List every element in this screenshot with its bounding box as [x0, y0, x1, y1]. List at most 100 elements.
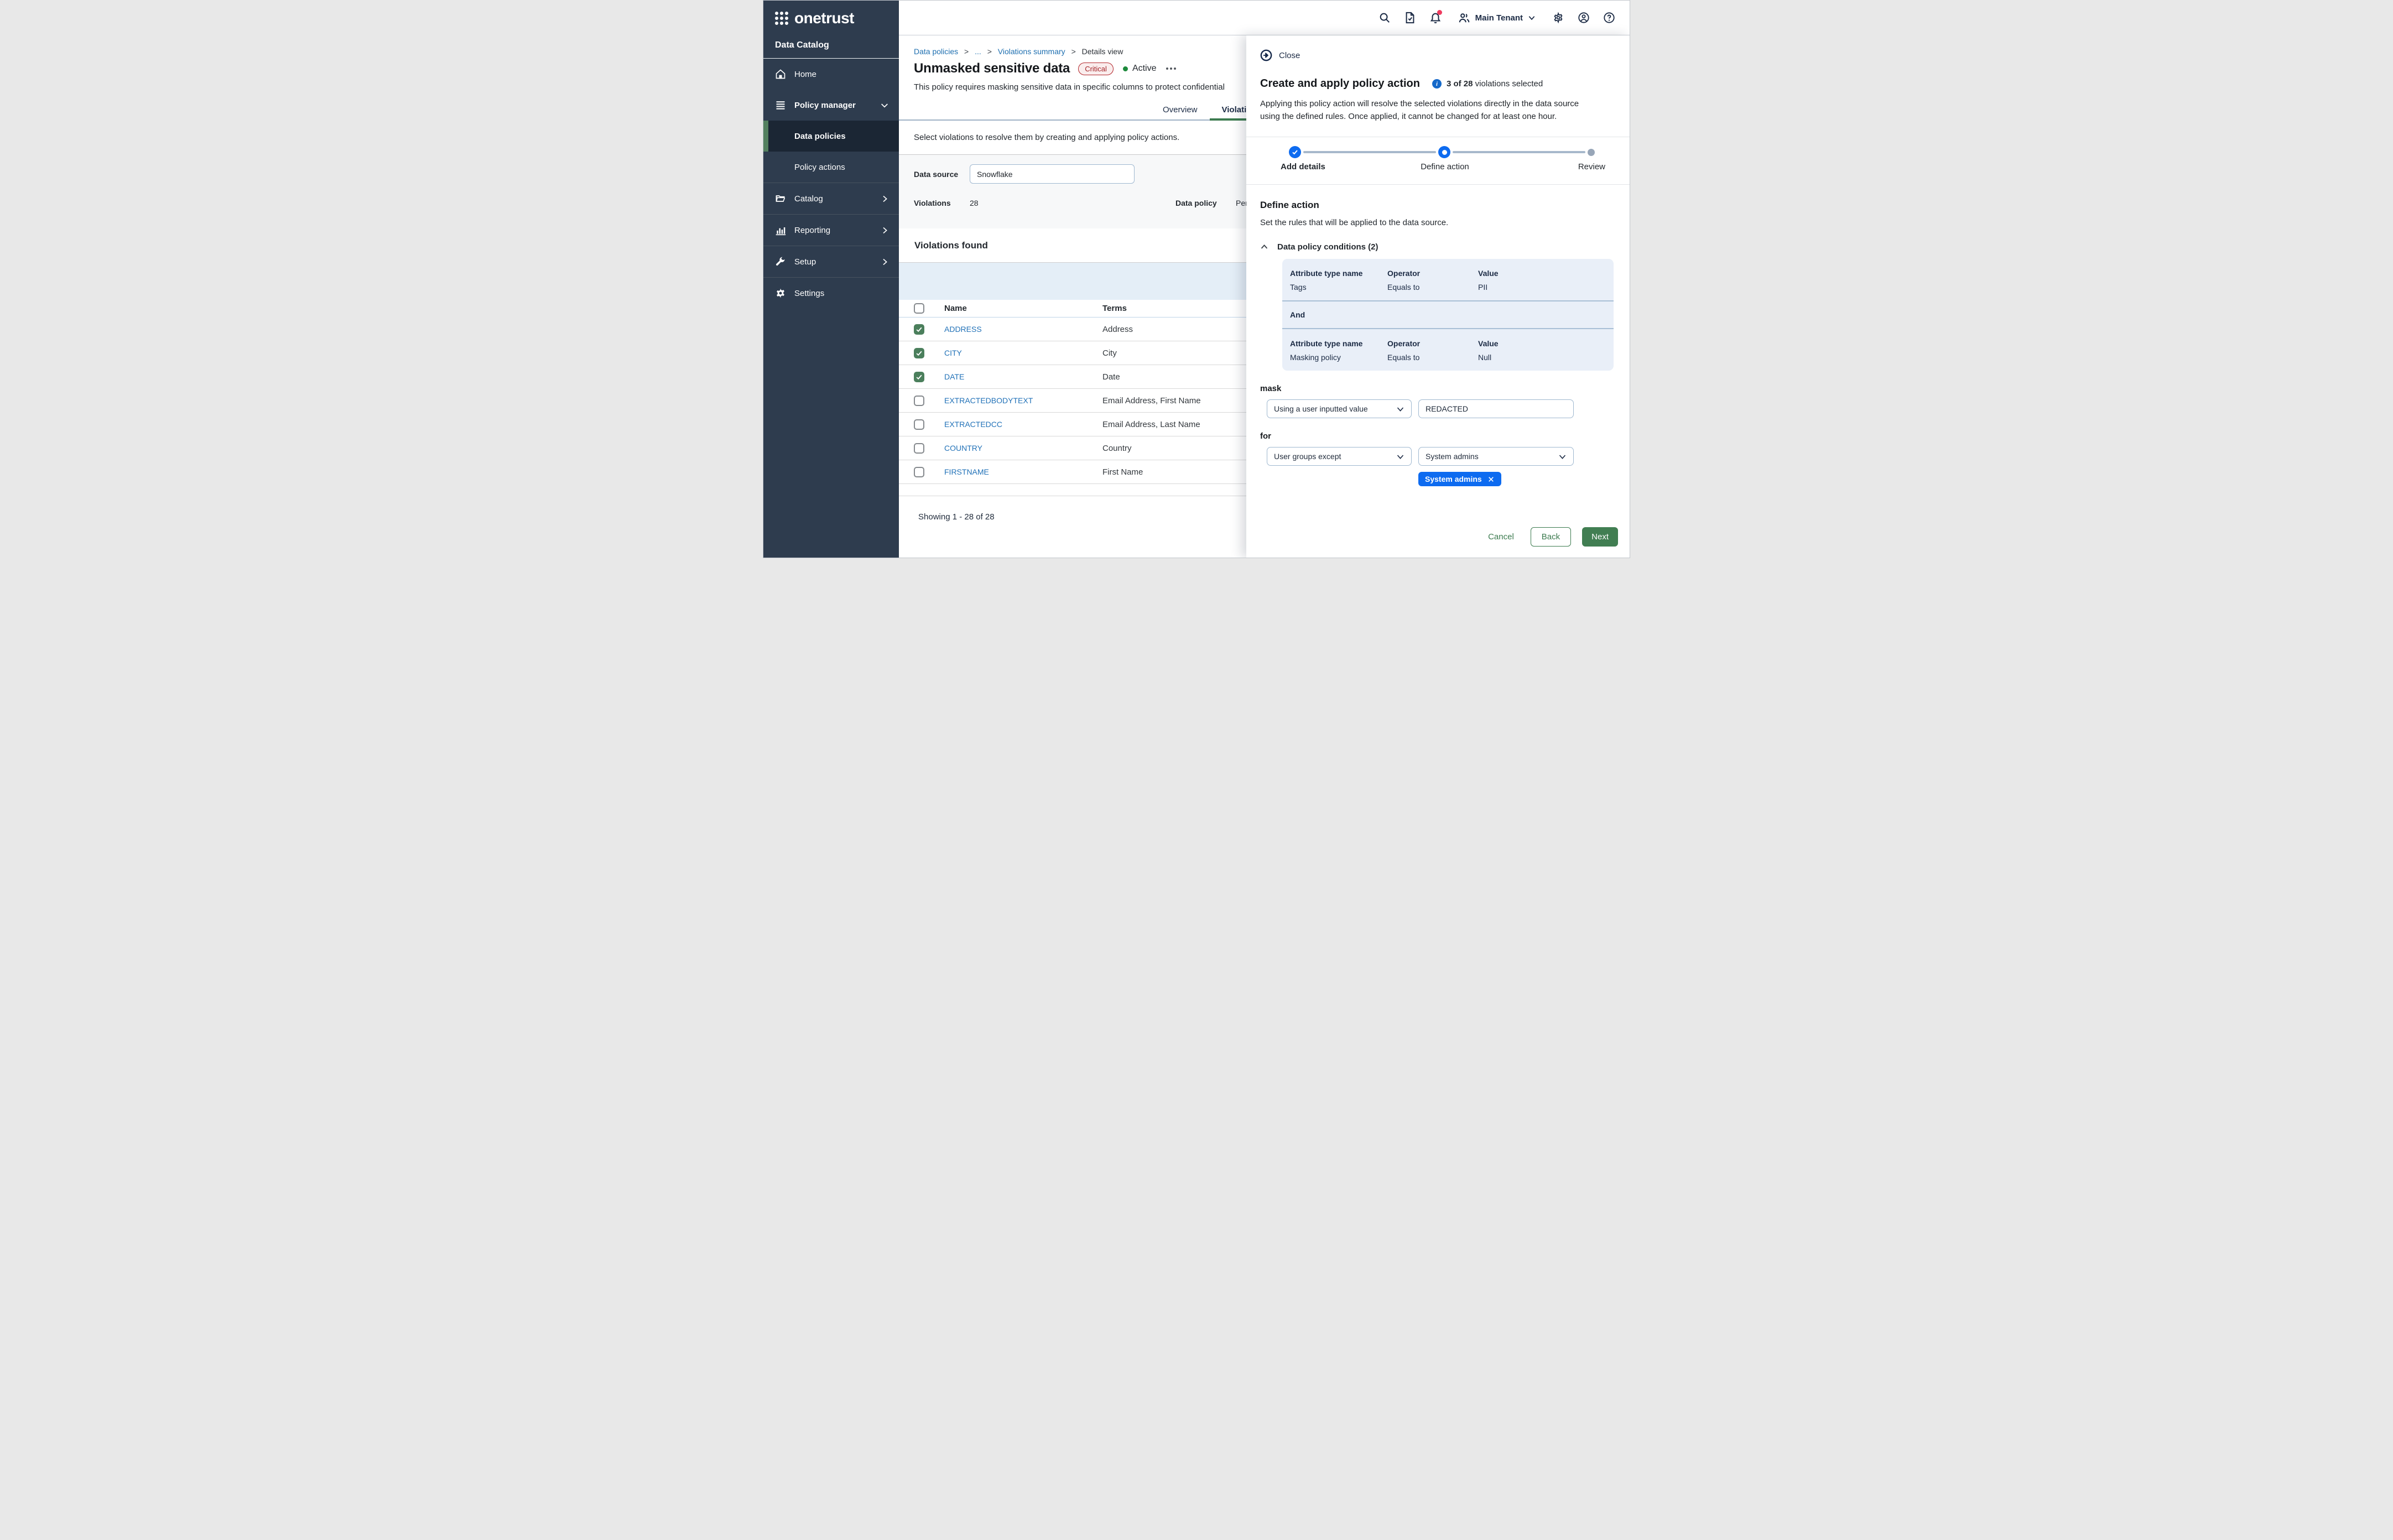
help-icon[interactable]	[1603, 12, 1615, 24]
row-terms: Email Address, Last Name	[1102, 419, 1200, 429]
sidebar-item-policy-actions[interactable]: Policy actions	[763, 152, 899, 183]
chevron-right-icon	[881, 195, 889, 203]
row-terms: Date	[1102, 372, 1120, 382]
close-button[interactable]: Close	[1260, 49, 1310, 61]
tab-overview[interactable]: Overview	[1163, 105, 1198, 115]
column-header-name[interactable]: Name	[944, 304, 967, 313]
panel-description: Applying this policy action will resolve…	[1260, 99, 1579, 121]
data-source-input[interactable]: Snowflake	[970, 164, 1135, 184]
condition-operator: Equals to	[1387, 283, 1420, 292]
sidebar-item-label: Policy actions	[794, 162, 845, 172]
condition-header: Value	[1478, 269, 1499, 278]
notification-dot	[1437, 10, 1442, 15]
conditions-toggle[interactable]: Data policy conditions (2)	[1260, 242, 1630, 252]
chevron-down-icon	[1397, 407, 1404, 412]
row-name-link[interactable]: EXTRACTEDCC	[944, 420, 1003, 429]
sidebar-item-label: Policy manager	[794, 100, 856, 110]
back-button[interactable]: Back	[1530, 527, 1572, 547]
row-checkbox[interactable]	[914, 371, 924, 382]
sidebar-item-settings[interactable]: Settings	[763, 278, 899, 309]
row-checkbox[interactable]	[914, 443, 924, 454]
chevron-right-icon	[881, 226, 889, 235]
row-name-link[interactable]: DATE	[944, 372, 965, 381]
tenant-switcher[interactable]: Main Tenant	[1458, 12, 1536, 24]
selected-group-chip[interactable]: System admins	[1418, 472, 1501, 486]
panel-title-row: Create and apply policy action i 3 of 28…	[1260, 77, 1630, 90]
for-method-select[interactable]: User groups except	[1267, 447, 1412, 466]
mask-label: mask	[1260, 384, 1282, 393]
step-connector	[1453, 151, 1585, 153]
for-label: for	[1260, 431, 1271, 441]
condition-attribute: Masking policy	[1290, 353, 1341, 362]
condition-header: Operator	[1387, 269, 1421, 278]
cancel-button[interactable]: Cancel	[1482, 529, 1520, 545]
sidebar-item-label: Reporting	[794, 225, 831, 235]
breadcrumb-separator: >	[1071, 47, 1076, 56]
search-icon[interactable]	[1378, 12, 1391, 24]
breadcrumb-link-data-policies[interactable]: Data policies	[914, 47, 959, 56]
step-current-icon	[1438, 146, 1450, 158]
row-checkbox[interactable]	[914, 347, 924, 358]
policy-action-panel: Close Create and apply policy action i 3…	[1246, 35, 1630, 558]
document-check-icon[interactable]	[1404, 12, 1416, 24]
app-window: onetrust Data Catalog Home Policy manage…	[763, 0, 1630, 558]
row-checkbox[interactable]	[914, 419, 924, 430]
close-label: Close	[1279, 50, 1300, 60]
row-name-link[interactable]: COUNTRY	[944, 444, 982, 452]
row-terms: Country	[1102, 443, 1132, 453]
step-label-review: Review	[1578, 162, 1605, 171]
select-all-checkbox[interactable]	[914, 303, 924, 314]
condition-header: Attribute type name	[1290, 339, 1363, 348]
row-terms: Email Address, First Name	[1102, 396, 1201, 405]
row-checkbox[interactable]	[914, 466, 924, 477]
chip-label: System admins	[1425, 475, 1482, 483]
sidebar-item-catalog[interactable]: Catalog	[763, 183, 899, 214]
chevron-down-icon	[1528, 14, 1536, 22]
conditions-card: Attribute type name Operator Value Tags …	[1282, 259, 1614, 371]
mask-value-input[interactable]: REDACTED	[1418, 399, 1574, 418]
panel-title: Create and apply policy action	[1260, 77, 1420, 90]
bell-icon[interactable]	[1429, 10, 1442, 24]
stepper: Add details Define action Review	[1246, 137, 1630, 185]
pagination-status: Showing 1 - 28 of 28	[918, 512, 995, 522]
sidebar-item-label: Setup	[794, 257, 816, 267]
more-actions-icon[interactable]	[1166, 67, 1176, 70]
conditions-title: Data policy conditions (2)	[1277, 242, 1378, 252]
step-label-add-details: Add details	[1281, 162, 1325, 171]
row-name-link[interactable]: EXTRACTEDBODYTEXT	[944, 396, 1033, 405]
title-row: Unmasked sensitive data Critical Active	[914, 61, 1630, 76]
breadcrumb-link-violations-summary[interactable]: Violations summary	[997, 47, 1065, 56]
onetrust-dots-logo-icon	[775, 12, 788, 25]
sidebar-item-label: Catalog	[794, 194, 823, 204]
row-checkbox[interactable]	[914, 324, 924, 335]
gear-icon[interactable]	[1552, 12, 1564, 24]
sidebar-item-policy-manager[interactable]: Policy manager	[763, 90, 899, 121]
row-name-link[interactable]: CITY	[944, 348, 962, 357]
row-checkbox[interactable]	[914, 395, 924, 406]
bar-chart-icon	[775, 225, 786, 236]
sidebar-item-reporting[interactable]: Reporting	[763, 215, 899, 246]
home-icon	[775, 69, 786, 80]
row-terms: Address	[1102, 324, 1133, 334]
row-name-link[interactable]: ADDRESS	[944, 325, 982, 334]
for-group-select[interactable]: System admins	[1418, 447, 1574, 466]
violations-count-label: Violations	[914, 199, 951, 207]
chevron-up-icon	[880, 101, 889, 110]
define-action-subtitle: Set the rules that will be applied to th…	[1260, 218, 1449, 227]
condition-divider	[1282, 328, 1614, 329]
row-name-link[interactable]: FIRSTNAME	[944, 467, 989, 476]
page-title: Unmasked sensitive data	[914, 61, 1070, 76]
selection-note-count: 3 of 28	[1446, 79, 1473, 89]
column-header-terms[interactable]: Terms	[1102, 304, 1127, 313]
condition-joiner: And	[1290, 310, 1305, 319]
sidebar-item-home[interactable]: Home	[763, 59, 899, 90]
sidebar-divider	[763, 277, 899, 278]
mask-method-select[interactable]: Using a user inputted value	[1267, 399, 1412, 418]
step-done-check-icon	[1289, 146, 1301, 158]
sidebar-item-setup[interactable]: Setup	[763, 246, 899, 277]
account-icon[interactable]	[1578, 12, 1590, 24]
breadcrumb-link-ellipsis[interactable]: ...	[975, 47, 981, 56]
sidebar-item-data-policies[interactable]: Data policies	[763, 121, 899, 152]
next-button[interactable]: Next	[1582, 527, 1618, 547]
wrench-icon	[775, 256, 786, 267]
